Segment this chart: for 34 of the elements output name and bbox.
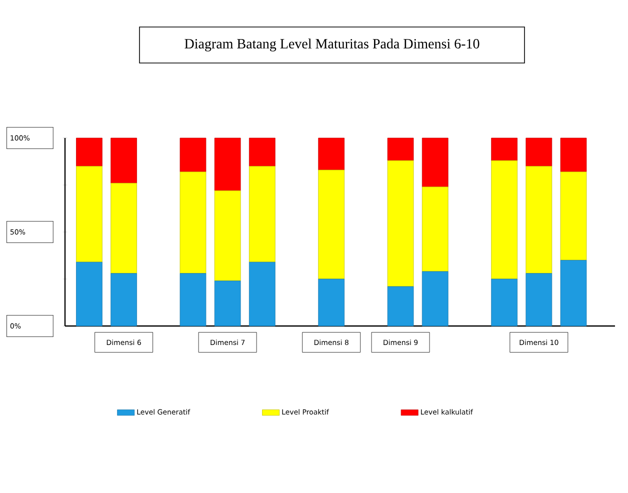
- bar: [110, 138, 137, 184]
- bar: [491, 160, 518, 280]
- bar: [387, 286, 414, 326]
- bar: [180, 172, 206, 274]
- bar: [422, 138, 448, 188]
- bar: [491, 138, 518, 161]
- bar: [180, 273, 206, 326]
- bar: [526, 273, 552, 326]
- bar: [318, 138, 345, 170]
- bar: [214, 190, 241, 282]
- bar: [422, 186, 448, 272]
- bar: [318, 278, 345, 326]
- bar: [526, 166, 552, 274]
- bar: [214, 280, 241, 326]
- bar: [76, 138, 102, 166]
- bar: [387, 160, 414, 287]
- bar: [180, 138, 206, 172]
- bar: [491, 278, 518, 326]
- bar: [249, 262, 276, 326]
- bar: [560, 172, 587, 260]
- bar: [110, 182, 137, 274]
- bar: [76, 262, 102, 326]
- bar: [76, 166, 102, 262]
- bar: [249, 166, 276, 262]
- bar: [387, 138, 414, 161]
- bar: [249, 138, 276, 166]
- bar: [422, 271, 448, 326]
- bar: [318, 170, 345, 280]
- bar: [214, 138, 241, 191]
- bar: [560, 138, 587, 172]
- chart-title: Diagram Batang Level Maturitas Pada Dimensi 6-10: [184, 38, 480, 52]
- bar: [560, 260, 587, 326]
- bar: [526, 138, 552, 166]
- bar: [110, 273, 137, 326]
